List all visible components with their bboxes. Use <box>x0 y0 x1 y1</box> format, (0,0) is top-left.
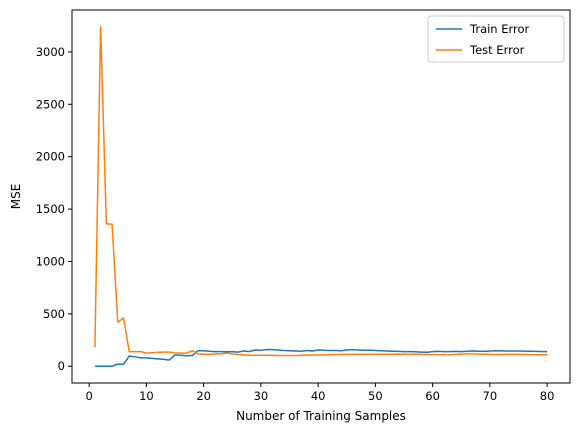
legend-label-2: Test Error <box>469 43 525 57</box>
y-tick-label: 500 <box>43 307 65 321</box>
x-tick-label: 60 <box>425 389 440 403</box>
y-axis-label: MSE <box>9 184 23 210</box>
y-tick-label: 1500 <box>36 202 65 216</box>
x-axis-ticks: 0 10 20 30 40 50 60 70 80 <box>86 383 555 403</box>
x-tick-label: 70 <box>483 389 498 403</box>
y-tick-label: 1000 <box>36 254 65 268</box>
legend-label-1: Train Error <box>469 22 530 36</box>
series-line-1 <box>94 348 548 367</box>
x-tick-label: 80 <box>540 389 555 403</box>
x-tick-label: 0 <box>86 389 93 403</box>
x-tick-label: 10 <box>139 389 154 403</box>
series-layer <box>94 26 548 367</box>
y-tick-label: 0 <box>58 359 65 373</box>
y-tick-label: 2000 <box>36 150 65 164</box>
x-tick-label: 50 <box>368 389 383 403</box>
legend: Train Error Test Error <box>427 15 565 63</box>
y-tick-label: 2500 <box>36 97 65 111</box>
x-tick-label: 30 <box>254 389 269 403</box>
plot-area <box>71 9 571 384</box>
series-line-2 <box>94 26 548 357</box>
x-axis-label: Number of Training Samples <box>236 409 406 423</box>
x-tick-label: 20 <box>196 389 211 403</box>
y-axis-ticks: 0 500 1000 1500 2000 2500 3000 <box>36 45 72 373</box>
y-tick-label: 3000 <box>36 45 65 59</box>
x-tick-label: 40 <box>311 389 326 403</box>
